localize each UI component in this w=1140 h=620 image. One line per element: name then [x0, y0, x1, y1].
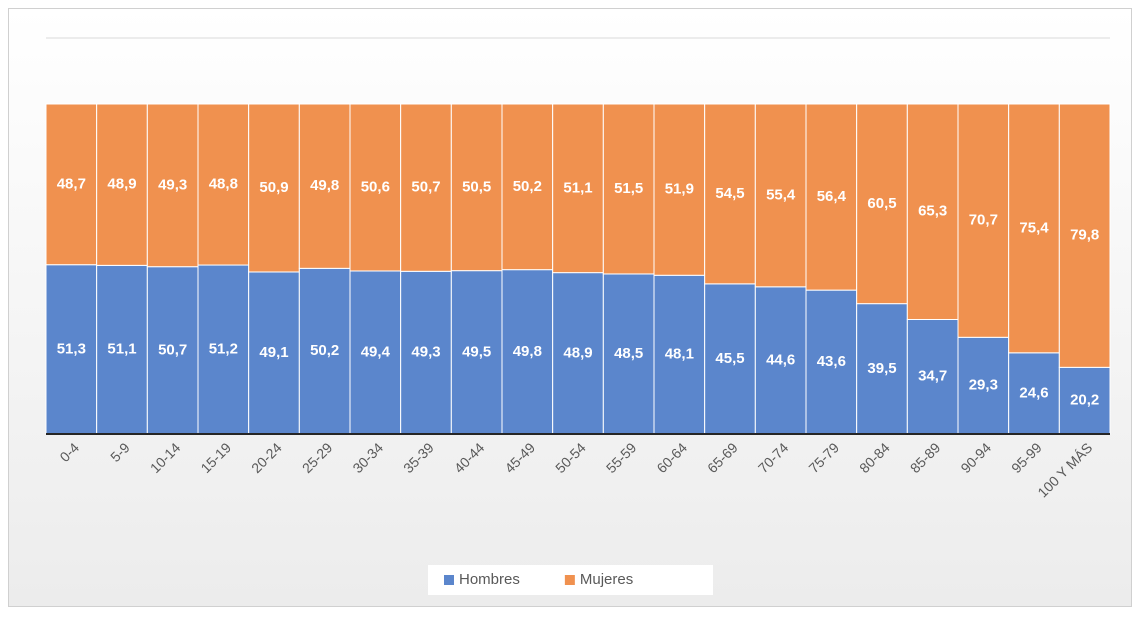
data-label: 24,6 — [1019, 384, 1048, 401]
bar-segment — [96, 264, 148, 435]
data-label: 75,4 — [1019, 219, 1049, 236]
bar-segment — [856, 103, 908, 305]
bar-segment — [704, 283, 756, 435]
data-label: 79,8 — [1070, 227, 1099, 244]
bar-segment — [349, 270, 402, 435]
data-label: 56,4 — [817, 188, 847, 205]
data-label: 50,9 — [259, 179, 288, 196]
data-label: 34,7 — [918, 368, 947, 385]
data-label: 49,4 — [361, 343, 391, 360]
data-label: 50,2 — [513, 178, 542, 195]
data-label: 50,5 — [462, 178, 491, 195]
bar-segment — [1058, 366, 1111, 435]
data-label: 48,5 — [614, 345, 643, 362]
bar-segment — [197, 103, 250, 266]
data-label: 50,6 — [361, 178, 390, 195]
data-label: 50,7 — [411, 179, 440, 196]
bar-segment — [501, 269, 554, 435]
bar-segment — [501, 103, 554, 271]
bar-segment — [754, 103, 807, 288]
bar-segment — [957, 103, 1010, 338]
bar-segment — [856, 303, 908, 435]
data-label: 48,7 — [57, 175, 86, 192]
bar-segment — [450, 103, 503, 272]
data-label: 50,2 — [310, 342, 339, 359]
bar-segment — [45, 264, 98, 435]
data-label: 48,9 — [563, 344, 592, 361]
bar-segment — [653, 274, 706, 435]
data-label: 50,7 — [158, 341, 187, 358]
data-label: 51,1 — [107, 341, 136, 358]
data-label: 55,4 — [766, 186, 796, 203]
data-label: 70,7 — [969, 212, 998, 229]
data-label: 43,6 — [817, 353, 846, 370]
bar-segment — [349, 103, 402, 272]
data-label: 48,8 — [209, 175, 238, 192]
data-label: 49,3 — [158, 176, 187, 193]
data-label: 49,1 — [259, 344, 288, 361]
bar-segment — [450, 270, 503, 435]
data-label: 49,8 — [310, 177, 339, 194]
bar-segment — [96, 103, 148, 266]
bar-segment — [1008, 352, 1060, 435]
data-label: 60,5 — [867, 195, 896, 212]
bar-segment — [805, 103, 858, 291]
data-label: 51,9 — [665, 181, 694, 198]
bar-segment — [298, 267, 351, 435]
bar-segment — [754, 286, 807, 435]
data-label: 39,5 — [867, 360, 896, 377]
data-label: 49,8 — [513, 343, 542, 360]
bar-segment — [248, 271, 300, 435]
data-label: 45,5 — [715, 350, 744, 367]
data-label: 65,3 — [918, 203, 947, 220]
legend-swatch — [564, 575, 575, 585]
data-label: 29,3 — [969, 377, 998, 394]
legend-swatch — [444, 575, 454, 585]
data-label: 48,1 — [665, 346, 694, 363]
data-label: 54,5 — [715, 185, 744, 202]
bar-segment — [906, 103, 959, 320]
legend-label: Hombres — [459, 571, 520, 588]
bar-segment — [552, 103, 604, 274]
data-label: 51,1 — [563, 179, 592, 196]
bar-segment — [1008, 103, 1060, 354]
data-label: 49,3 — [411, 344, 440, 361]
bar-segment — [400, 103, 452, 272]
data-label: 51,3 — [57, 340, 86, 357]
data-label: 20,2 — [1070, 392, 1099, 409]
bar-segment — [957, 336, 1010, 435]
bar-segment — [602, 103, 655, 275]
bar-segment — [146, 103, 199, 268]
data-label: 51,2 — [209, 340, 238, 357]
bar-segment — [45, 103, 98, 266]
data-label: 49,5 — [462, 343, 491, 360]
bar-segment — [1058, 103, 1111, 368]
legend-label: Mujeres — [580, 571, 633, 588]
bar-segment — [248, 103, 300, 273]
bar-segment — [653, 103, 706, 276]
data-label: 48,9 — [107, 176, 136, 193]
data-label: 44,6 — [766, 351, 795, 368]
bar-segment — [400, 270, 452, 435]
data-label: 51,5 — [614, 180, 643, 197]
bar-segment — [298, 103, 351, 269]
